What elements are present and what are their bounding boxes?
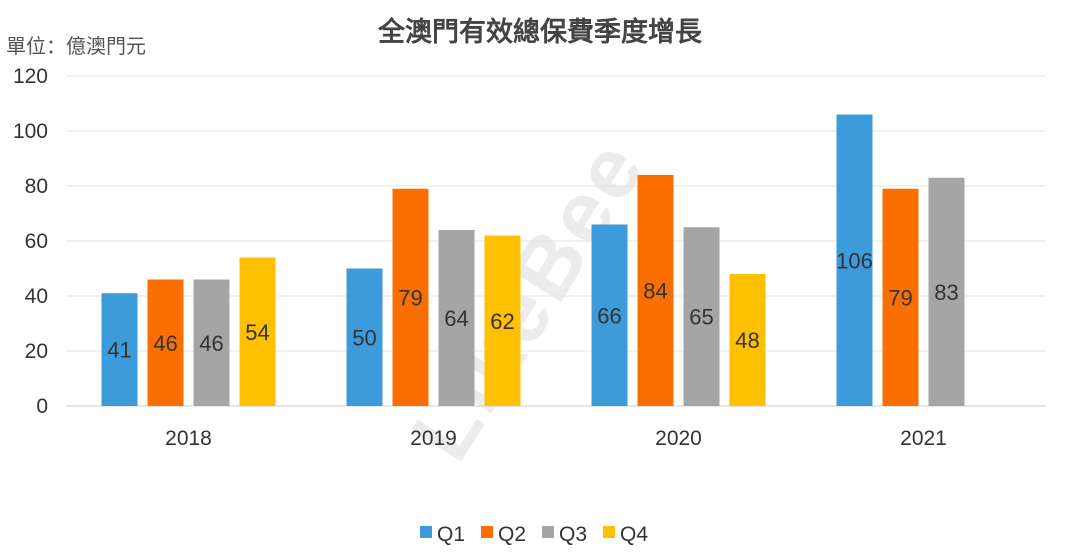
data-label: 46 (199, 331, 223, 356)
y-tick-label: 60 (25, 230, 48, 253)
bar-q3-2021 (928, 177, 965, 406)
bar-q3-2019 (438, 230, 475, 406)
bar-q1-2020 (591, 224, 628, 406)
legend-swatch-q4 (603, 526, 615, 538)
bar-q2-2018 (147, 279, 184, 406)
bar-q4-2020 (729, 274, 766, 406)
bar-q4-2018 (239, 257, 276, 406)
data-label: 46 (153, 331, 177, 356)
data-label: 83 (934, 280, 958, 305)
y-tick-label: 0 (36, 395, 48, 418)
legend-swatch-q3 (542, 526, 554, 538)
y-tick-label: 100 (13, 120, 48, 143)
bar-q2-2021 (882, 188, 919, 406)
bar-q1-2018 (101, 293, 138, 406)
x-tick-label: 2020 (655, 427, 702, 450)
x-tick-label: 2021 (900, 427, 947, 450)
bar-q2-2019 (392, 188, 429, 406)
data-label: 79 (888, 285, 912, 310)
legend-swatch-q2 (481, 526, 493, 538)
data-label: 106 (836, 248, 873, 273)
bar-q4-2019 (484, 235, 521, 406)
y-tick-label: 20 (25, 340, 48, 363)
legend-label: Q3 (559, 523, 587, 546)
data-label: 41 (107, 338, 131, 363)
y-tick-label: 40 (25, 285, 48, 308)
data-label: 64 (444, 306, 468, 331)
chart-title: 全澳門有效總保費季度增長 (378, 17, 702, 48)
bar-q3-2020 (683, 227, 720, 406)
bar-q1-2019 (346, 268, 383, 406)
data-label: 54 (245, 320, 269, 345)
data-label: 65 (689, 305, 713, 330)
x-tick-label: 2018 (165, 427, 212, 450)
data-label: 79 (398, 285, 422, 310)
legend-label: Q2 (498, 523, 526, 546)
y-tick-label: 120 (13, 65, 48, 88)
bar-q3-2018 (193, 279, 230, 406)
bar-q2-2020 (637, 175, 674, 406)
data-label: 48 (735, 328, 759, 353)
data-label: 66 (597, 303, 621, 328)
unit-label: 單位：億澳門元 (6, 34, 146, 58)
y-tick-label: 80 (25, 175, 48, 198)
legend-label: Q1 (437, 523, 465, 546)
x-tick-label: 2019 (410, 427, 457, 450)
data-label: 62 (490, 309, 514, 334)
bar-q1-2021 (836, 114, 873, 406)
data-label: 84 (643, 279, 667, 304)
data-label: 50 (352, 325, 376, 350)
legend-swatch-q1 (420, 526, 432, 538)
legend-label: Q4 (620, 523, 648, 546)
